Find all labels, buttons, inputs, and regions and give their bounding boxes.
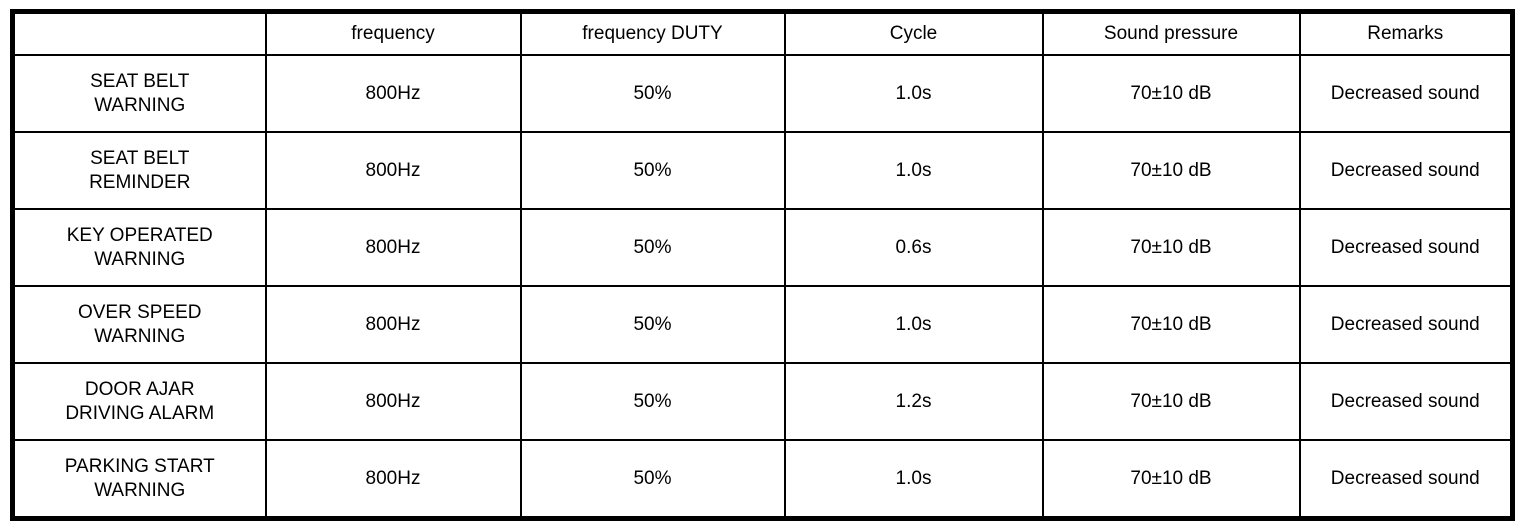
cell-remarks: Decreased sound <box>1298 54 1514 133</box>
cell-sound-pressure: 70±10 dB <box>1041 208 1301 287</box>
row-label: KEY OPERATED WARNING <box>11 208 267 287</box>
column-header-cycle: Cycle <box>783 10 1044 56</box>
cell-cycle: 1.0s <box>783 439 1044 520</box>
table-row-key-operated-warning: KEY OPERATED WARNING 800Hz 50% 0.6s 70±1… <box>11 208 1514 287</box>
cell-sound-pressure: 70±10 dB <box>1041 439 1301 520</box>
cell-remarks: Decreased sound <box>1298 285 1514 364</box>
cell-cycle: 1.0s <box>783 131 1044 210</box>
cell-frequency-duty: 50% <box>519 54 786 133</box>
column-header-remarks: Remarks <box>1298 10 1514 56</box>
cell-frequency: 800Hz <box>264 208 522 287</box>
cell-sound-pressure: 70±10 dB <box>1041 54 1301 133</box>
header-row: frequency frequency DUTY Cycle Sound pre… <box>11 10 1514 56</box>
row-label: OVER SPEED WARNING <box>11 285 267 364</box>
cell-remarks: Decreased sound <box>1298 131 1514 210</box>
cell-frequency-duty: 50% <box>519 208 786 287</box>
cell-frequency: 800Hz <box>264 439 522 520</box>
cell-remarks: Decreased sound <box>1298 439 1514 520</box>
table-row-over-speed-warning: OVER SPEED WARNING 800Hz 50% 1.0s 70±10 … <box>11 285 1514 364</box>
cell-frequency-duty: 50% <box>519 131 786 210</box>
row-label: SEAT BELT WARNING <box>11 54 267 133</box>
cell-frequency-duty: 50% <box>519 439 786 520</box>
cell-frequency: 800Hz <box>264 362 522 441</box>
column-header-blank <box>11 10 267 56</box>
cell-sound-pressure: 70±10 dB <box>1041 131 1301 210</box>
table-row-door-ajar-driving-alarm: DOOR AJAR DRIVING ALARM 800Hz 50% 1.2s 7… <box>11 362 1514 441</box>
cell-remarks: Decreased sound <box>1298 362 1514 441</box>
cell-sound-pressure: 70±10 dB <box>1041 362 1301 441</box>
cell-remarks: Decreased sound <box>1298 208 1514 287</box>
column-header-frequency: frequency <box>264 10 522 56</box>
cell-frequency-duty: 50% <box>519 285 786 364</box>
column-header-sound-pressure: Sound pressure <box>1041 10 1301 56</box>
cell-frequency: 800Hz <box>264 54 522 133</box>
row-label: PARKING START WARNING <box>11 439 267 520</box>
page: frequency frequency DUTY Cycle Sound pre… <box>10 9 1515 521</box>
row-label: SEAT BELT REMINDER <box>11 131 267 210</box>
cell-cycle: 1.2s <box>783 362 1044 441</box>
cell-cycle: 1.0s <box>783 285 1044 364</box>
cell-sound-pressure: 70±10 dB <box>1041 285 1301 364</box>
column-header-frequency-duty: frequency DUTY <box>519 10 786 56</box>
cell-frequency: 800Hz <box>264 131 522 210</box>
cell-cycle: 0.6s <box>783 208 1044 287</box>
warning-buzzer-spec-table: frequency frequency DUTY Cycle Sound pre… <box>10 9 1515 521</box>
table-row-seat-belt-warning: SEAT BELT WARNING 800Hz 50% 1.0s 70±10 d… <box>11 54 1514 133</box>
row-label: DOOR AJAR DRIVING ALARM <box>11 362 267 441</box>
table-row-seat-belt-reminder: SEAT BELT REMINDER 800Hz 50% 1.0s 70±10 … <box>11 131 1514 210</box>
table-row-parking-start-warning: PARKING START WARNING 800Hz 50% 1.0s 70±… <box>11 439 1514 520</box>
cell-frequency-duty: 50% <box>519 362 786 441</box>
cell-frequency: 800Hz <box>264 285 522 364</box>
cell-cycle: 1.0s <box>783 54 1044 133</box>
